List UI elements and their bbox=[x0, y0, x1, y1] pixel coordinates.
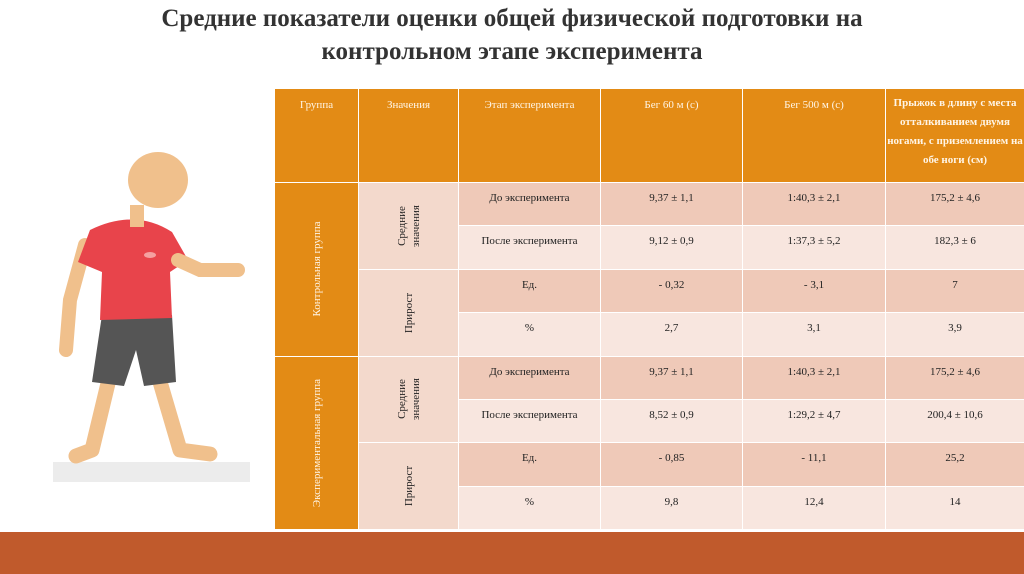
group-cell-experimental: Экспериментальная группа bbox=[274, 355, 359, 530]
subgroup-cell-avg: Средние значения bbox=[358, 355, 459, 444]
header-run60: Бег 60 м (с) bbox=[600, 88, 743, 183]
header-values: Значения bbox=[358, 88, 459, 183]
jump-cell: 182,3 ± 6 bbox=[885, 225, 1024, 270]
run60-cell: 9,37 ± 1,1 bbox=[600, 355, 743, 400]
run500-cell: - 3,1 bbox=[742, 268, 886, 314]
jump-cell: 25,2 bbox=[885, 442, 1024, 487]
run60-cell: 9,12 ± 0,9 bbox=[600, 225, 743, 270]
subgroup-cell-gain: Прирост bbox=[358, 268, 459, 357]
jump-cell: 200,4 ± 10,6 bbox=[885, 398, 1024, 444]
stage-cell: До эксперимента bbox=[458, 355, 601, 400]
slide-title-line-1: Средние показатели оценки общей физическ… bbox=[161, 5, 863, 32]
run60-cell: 9,37 ± 1,1 bbox=[600, 181, 743, 227]
stage-cell: После эксперимента bbox=[458, 225, 601, 270]
table-row: % 2,7 3,1 3,9 bbox=[275, 312, 1024, 357]
header-stage: Этап эксперимента bbox=[458, 88, 601, 183]
run60-cell: - 0,85 bbox=[600, 442, 743, 487]
run500-cell: 1:40,3 ± 2,1 bbox=[742, 181, 886, 227]
slide-title-line-2: контрольном этапе эксперимента bbox=[321, 38, 703, 65]
group-cell-control: Контрольная группа bbox=[274, 182, 359, 357]
jump-cell: 175,2 ± 4,6 bbox=[885, 181, 1024, 227]
subgroup-label-line-2: значения bbox=[409, 378, 422, 421]
results-table: Группа Значения Этап эксперимента Бег 60… bbox=[274, 88, 1024, 531]
subgroup-cell-avg: Средние значения bbox=[358, 182, 459, 270]
run500-cell: 1:40,3 ± 2,1 bbox=[742, 355, 886, 400]
table-header-row: Группа Значения Этап эксперимента Бег 60… bbox=[274, 88, 1024, 183]
stage-cell: После эксперимента bbox=[458, 398, 601, 444]
run500-cell: 12,4 bbox=[742, 485, 886, 531]
group-label: Экспериментальная группа bbox=[310, 378, 323, 507]
stage-cell: Ед. bbox=[458, 442, 601, 487]
subgroup-label: Средние значения bbox=[395, 205, 423, 247]
run60-cell: 2,7 bbox=[600, 312, 743, 357]
header-group: Группа bbox=[274, 88, 359, 183]
table-row: Прирост Ед. - 0,32 - 3,1 7 bbox=[275, 268, 1024, 357]
header-jump: Прыжок в длину с места отталкиванием дву… bbox=[885, 88, 1024, 183]
subgroup-cell-gain: Прирост bbox=[358, 442, 459, 530]
run60-cell: 8,52 ± 0,9 bbox=[600, 398, 743, 444]
table-row: Экспериментальная группа Средние значени… bbox=[274, 355, 1024, 530]
jump-cell: 7 bbox=[885, 268, 1024, 314]
table-row: % 9,8 12,4 14 bbox=[275, 485, 1024, 531]
group-label: Контрольная группа bbox=[310, 221, 323, 317]
run500-cell: 1:29,2 ± 4,7 bbox=[742, 398, 886, 444]
jump-cell: 175,2 ± 4,6 bbox=[885, 355, 1024, 400]
run60-cell: - 0,32 bbox=[600, 268, 743, 314]
header-run500: Бег 500 м (с) bbox=[742, 88, 886, 183]
stage-cell: % bbox=[458, 312, 601, 357]
run500-cell: 3,1 bbox=[742, 312, 886, 357]
table-row: Прирост Ед. - 0,85 - 11,1 25,2 bbox=[275, 442, 1024, 530]
subgroup-label-line-1: Средние bbox=[395, 379, 408, 420]
subgroup-label-line-2: значения bbox=[409, 204, 422, 247]
run500-cell: - 11,1 bbox=[742, 442, 886, 487]
subgroup-label: Средние значения bbox=[395, 378, 423, 420]
subgroup-label: Прирост bbox=[402, 465, 415, 507]
jump-cell: 14 bbox=[885, 485, 1024, 531]
jump-cell: 3,9 bbox=[885, 312, 1024, 357]
run500-cell: 1:37,3 ± 5,2 bbox=[742, 225, 886, 270]
stage-cell: До эксперимента bbox=[458, 181, 601, 227]
subgroup-label-line-1: Средние bbox=[395, 205, 408, 246]
walking-person-illustration bbox=[53, 152, 250, 482]
stage-cell: Ед. bbox=[458, 268, 601, 314]
run60-cell: 9,8 bbox=[600, 485, 743, 531]
slide-title: Средние показатели оценки общей физическ… bbox=[0, 2, 1024, 68]
bottom-accent-bar bbox=[0, 532, 1024, 574]
table-row: Контрольная группа Средние значения До э… bbox=[274, 181, 1024, 357]
table-row: После эксперимента 9,12 ± 0,9 1:37,3 ± 5… bbox=[275, 225, 1024, 270]
stage-cell: % bbox=[458, 485, 601, 531]
subgroup-label: Прирост bbox=[402, 292, 415, 333]
